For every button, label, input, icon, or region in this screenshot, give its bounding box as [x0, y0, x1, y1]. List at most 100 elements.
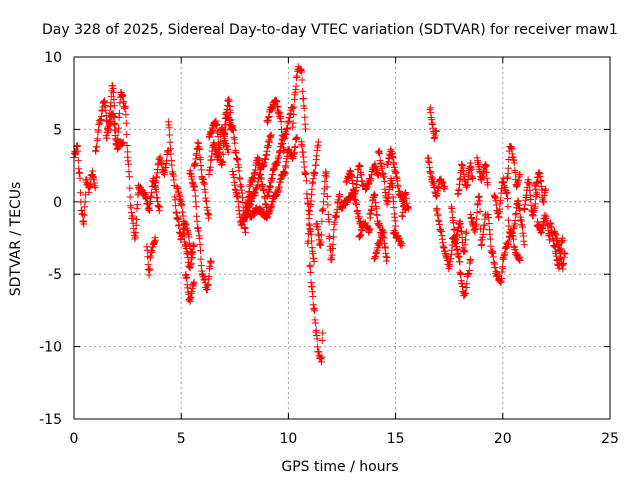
data-point	[74, 157, 82, 165]
data-point	[133, 201, 141, 209]
data-point	[205, 272, 213, 280]
plot-frame	[73, 56, 611, 420]
y-tick-label: 10	[44, 50, 62, 66]
data-point	[299, 94, 307, 102]
data-point	[309, 292, 317, 300]
data-point	[109, 112, 117, 120]
data-point	[519, 223, 527, 231]
data-point	[79, 210, 87, 218]
data-point	[540, 198, 548, 206]
data-point	[110, 102, 118, 110]
data-point	[560, 260, 568, 268]
data-point	[533, 191, 541, 199]
data-point	[467, 165, 475, 173]
data-point	[94, 135, 102, 143]
data-point	[109, 89, 117, 97]
data-point	[156, 203, 164, 211]
data-point	[496, 205, 504, 213]
data-point	[127, 209, 135, 217]
data-point	[449, 219, 457, 227]
data-point	[122, 111, 130, 119]
data-point	[318, 353, 326, 361]
data-point	[465, 267, 473, 275]
data-point	[482, 161, 490, 169]
data-point	[389, 154, 397, 162]
data-point	[180, 224, 188, 232]
data-point	[503, 188, 511, 196]
x-tick-label: 20	[494, 431, 512, 447]
data-point	[187, 294, 195, 302]
data-point	[461, 236, 469, 244]
data-point	[216, 138, 224, 146]
data-point	[202, 197, 210, 205]
data-point	[110, 95, 118, 103]
x-tick-label: 0	[70, 431, 79, 447]
data-point	[292, 82, 300, 90]
data-point	[189, 248, 197, 256]
data-point	[219, 158, 227, 166]
data-point	[168, 161, 176, 169]
data-point	[374, 171, 382, 179]
data-point	[473, 215, 481, 223]
data-point	[469, 174, 477, 182]
data-point	[193, 217, 201, 225]
data-point	[457, 271, 465, 279]
data-point	[476, 207, 484, 215]
data-point	[311, 307, 319, 315]
data-point	[456, 258, 464, 266]
y-tick-label: -5	[48, 267, 62, 283]
data-point	[172, 202, 180, 210]
data-point	[527, 196, 535, 204]
data-point	[516, 206, 524, 214]
data-point	[291, 143, 299, 151]
data-point	[232, 149, 240, 157]
data-point	[236, 175, 244, 183]
data-point	[126, 184, 134, 192]
data-point	[290, 110, 298, 118]
data-point	[299, 87, 307, 95]
data-point	[497, 196, 505, 204]
chart-title: Day 328 of 2025, Sidereal Day-to-day VTE…	[42, 22, 618, 38]
data-point	[516, 256, 524, 264]
data-point	[196, 247, 204, 255]
data-point	[390, 204, 398, 212]
data-point	[91, 184, 99, 192]
data-point	[174, 216, 182, 224]
data-point	[191, 192, 199, 200]
data-point	[480, 221, 488, 229]
tick-layer: -15 -10 -5 0 5 10 0 5 10 15 20 25	[39, 50, 619, 447]
y-axis-label: SDTVAR / TECUs	[8, 182, 24, 297]
data-point	[166, 138, 174, 146]
data-point	[179, 217, 187, 225]
data-point	[305, 220, 313, 228]
data-point	[318, 217, 326, 225]
data-point	[318, 336, 326, 344]
data-point	[213, 121, 221, 129]
data-point	[463, 280, 471, 288]
data-point	[125, 173, 133, 181]
data-point	[115, 109, 123, 117]
data-point	[124, 160, 132, 168]
data-point	[122, 119, 130, 127]
data-point	[298, 68, 306, 76]
data-point	[484, 181, 492, 189]
data-point	[319, 329, 327, 337]
data-point	[76, 189, 84, 197]
data-point	[317, 238, 325, 246]
data-point	[499, 265, 507, 273]
data-point	[74, 147, 82, 155]
data-point	[462, 228, 470, 236]
data-point	[373, 211, 381, 219]
data-point	[476, 197, 484, 205]
data-point	[516, 171, 524, 179]
x-tick-label: 10	[279, 431, 297, 447]
data-point	[510, 159, 518, 167]
data-point	[304, 237, 312, 245]
data-point	[235, 167, 243, 175]
data-point	[380, 228, 388, 236]
data-point	[317, 231, 325, 239]
data-point	[404, 205, 412, 213]
data-point	[356, 162, 364, 170]
data-point	[166, 131, 174, 139]
